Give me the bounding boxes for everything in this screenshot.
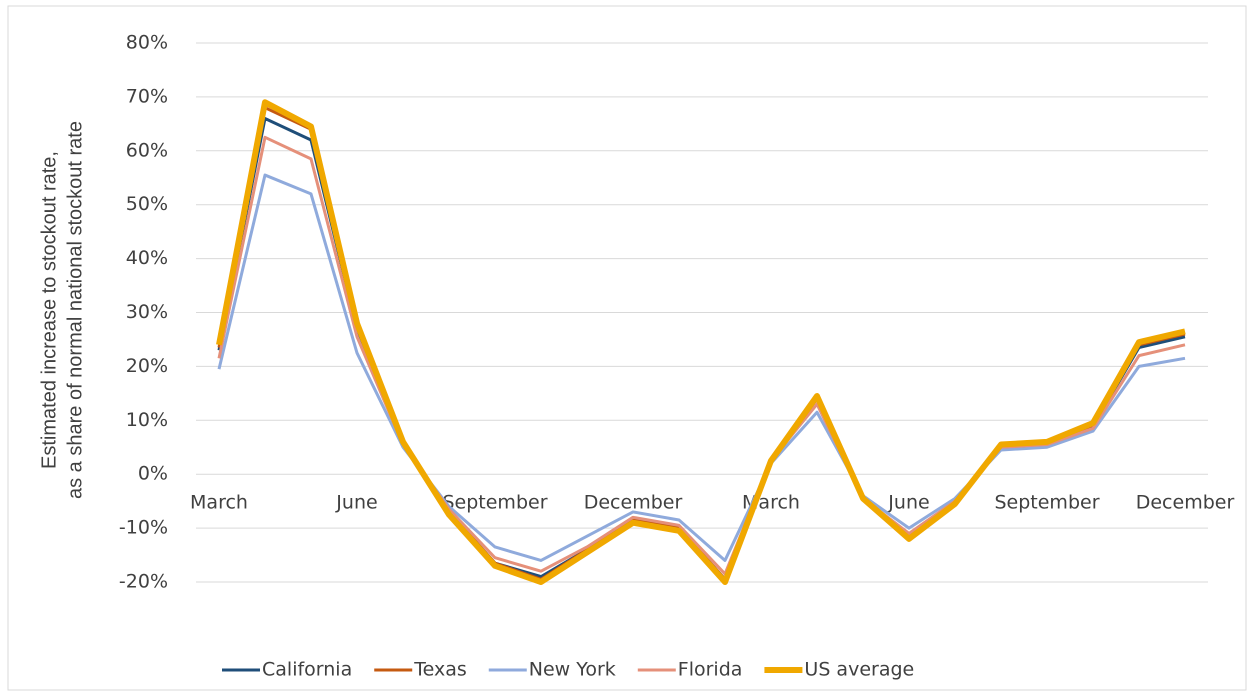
y-axis-title: Estimated increase to stockout rate, as … [38,121,86,499]
y-tick-label: 80% [126,32,168,54]
x-tick-label: December [584,492,683,514]
x-tick-label: March [190,492,248,514]
y-tick-label: 20% [126,355,168,377]
chart-border [7,5,1247,691]
y-tick-label: -10% [119,517,168,539]
x-tick-label: December [1136,492,1235,514]
line-series [216,99,1186,585]
y-tick-label: 50% [126,193,168,215]
x-tick-label: June [335,492,377,514]
x-tick-label: September [994,492,1099,514]
y-axis-title-line: Estimated increase to stockout rate, [38,151,60,469]
legend-label: Texas [413,659,467,681]
y-tick-label: 70% [126,85,168,107]
y-tick-label: 10% [126,409,168,431]
legend-label: US average [804,659,914,681]
y-tick-label: -20% [119,571,168,593]
x-tick-label: June [887,492,929,514]
line-series [217,173,1186,562]
y-tick-label: 30% [126,301,168,323]
y-tick-label: 0% [138,463,168,485]
x-tick-label: September [442,492,547,514]
y-axis-title-line: as a share of normal national stockout r… [64,121,86,499]
y-tick-label: 40% [126,247,168,269]
legend-label: Florida [678,659,743,681]
legend-label: California [262,659,352,681]
legend-label: New York [529,659,616,681]
y-tick-label: 60% [126,139,168,161]
